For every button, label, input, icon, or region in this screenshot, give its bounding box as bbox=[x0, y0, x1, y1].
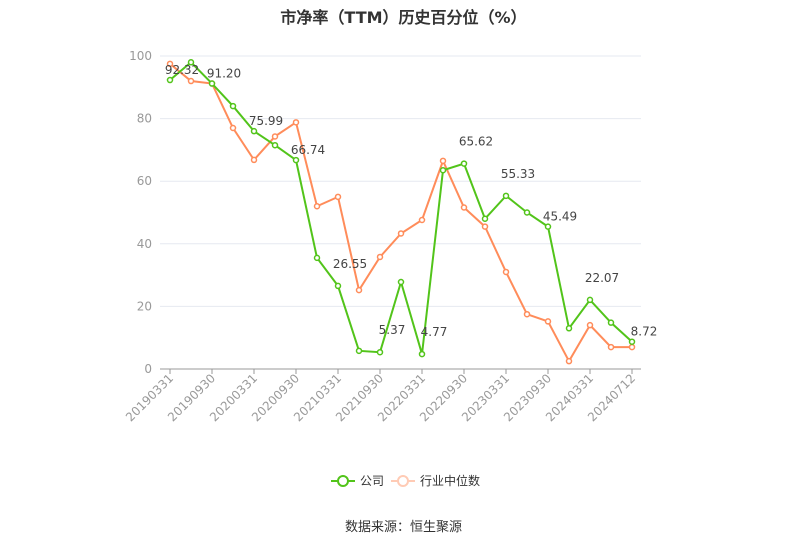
data-point bbox=[313, 202, 321, 210]
data-point bbox=[355, 347, 363, 355]
data-point bbox=[418, 350, 426, 358]
data-point bbox=[208, 80, 216, 87]
data-point bbox=[397, 278, 405, 286]
data-label: 5.37 bbox=[379, 323, 406, 337]
data-point bbox=[439, 166, 447, 174]
series-line-0 bbox=[169, 60, 633, 355]
data-source: 数据来源：恒生聚源 bbox=[344, 520, 462, 535]
data-point bbox=[229, 124, 237, 132]
data-point bbox=[628, 343, 636, 351]
data-point bbox=[250, 127, 258, 135]
y-tick-label: 80 bbox=[137, 112, 152, 126]
data-label: 26.55 bbox=[333, 257, 367, 271]
data-point bbox=[292, 156, 300, 164]
data-point bbox=[271, 133, 279, 140]
data-point bbox=[271, 141, 279, 149]
data-point bbox=[166, 76, 174, 84]
data-point bbox=[250, 156, 258, 164]
data-point bbox=[229, 102, 237, 110]
data-label: 66.74 bbox=[291, 143, 325, 157]
data-label: 45.49 bbox=[543, 210, 577, 224]
legend-marker-industry bbox=[397, 475, 409, 487]
data-point bbox=[607, 343, 615, 351]
y-tick-label: 40 bbox=[137, 237, 152, 251]
data-point bbox=[628, 338, 636, 345]
data-label: 55.33 bbox=[501, 167, 535, 181]
data-point bbox=[460, 160, 468, 167]
data-point bbox=[544, 318, 552, 325]
data-label: 65.62 bbox=[459, 135, 493, 149]
data-point bbox=[166, 60, 174, 68]
data-point bbox=[187, 59, 195, 66]
data-point bbox=[586, 296, 594, 304]
data-point bbox=[481, 215, 489, 223]
data-point bbox=[481, 223, 489, 230]
data-point bbox=[523, 310, 531, 318]
data-label: 92.32 bbox=[165, 63, 199, 77]
y-tick-label: 60 bbox=[137, 174, 152, 188]
data-point bbox=[460, 204, 468, 211]
data-label: 75.99 bbox=[249, 114, 283, 128]
data-point bbox=[376, 348, 384, 356]
legend-label-company: 公司 bbox=[360, 474, 384, 488]
chart-title: 市净率（TTM）历史百分位（%） bbox=[280, 8, 527, 27]
data-point bbox=[565, 325, 573, 332]
legend-label-industry: 行业中位数 bbox=[420, 473, 480, 488]
y-tick-label: 20 bbox=[137, 299, 152, 313]
legend-marker-company bbox=[337, 475, 349, 487]
data-point bbox=[355, 286, 363, 294]
data-point bbox=[502, 268, 510, 276]
data-point bbox=[292, 119, 300, 126]
data-label: 91.20 bbox=[207, 67, 241, 81]
data-point bbox=[397, 230, 405, 237]
data-point bbox=[523, 209, 531, 216]
data-point bbox=[439, 157, 447, 165]
data-point bbox=[586, 321, 594, 329]
data-point bbox=[607, 319, 615, 326]
data-label: 8.72 bbox=[631, 325, 658, 339]
data-label: 22.07 bbox=[585, 271, 619, 285]
data-point bbox=[544, 223, 552, 230]
data-point bbox=[313, 254, 321, 262]
data-point bbox=[187, 77, 195, 85]
data-point bbox=[502, 192, 510, 200]
data-point bbox=[334, 282, 342, 290]
y-tick-label: 0 bbox=[144, 362, 152, 376]
data-point bbox=[565, 357, 573, 365]
data-point bbox=[334, 193, 342, 201]
data-label: 4.77 bbox=[421, 325, 448, 339]
y-tick-label: 100 bbox=[129, 49, 152, 63]
data-point bbox=[376, 253, 384, 261]
data-point bbox=[418, 216, 426, 224]
